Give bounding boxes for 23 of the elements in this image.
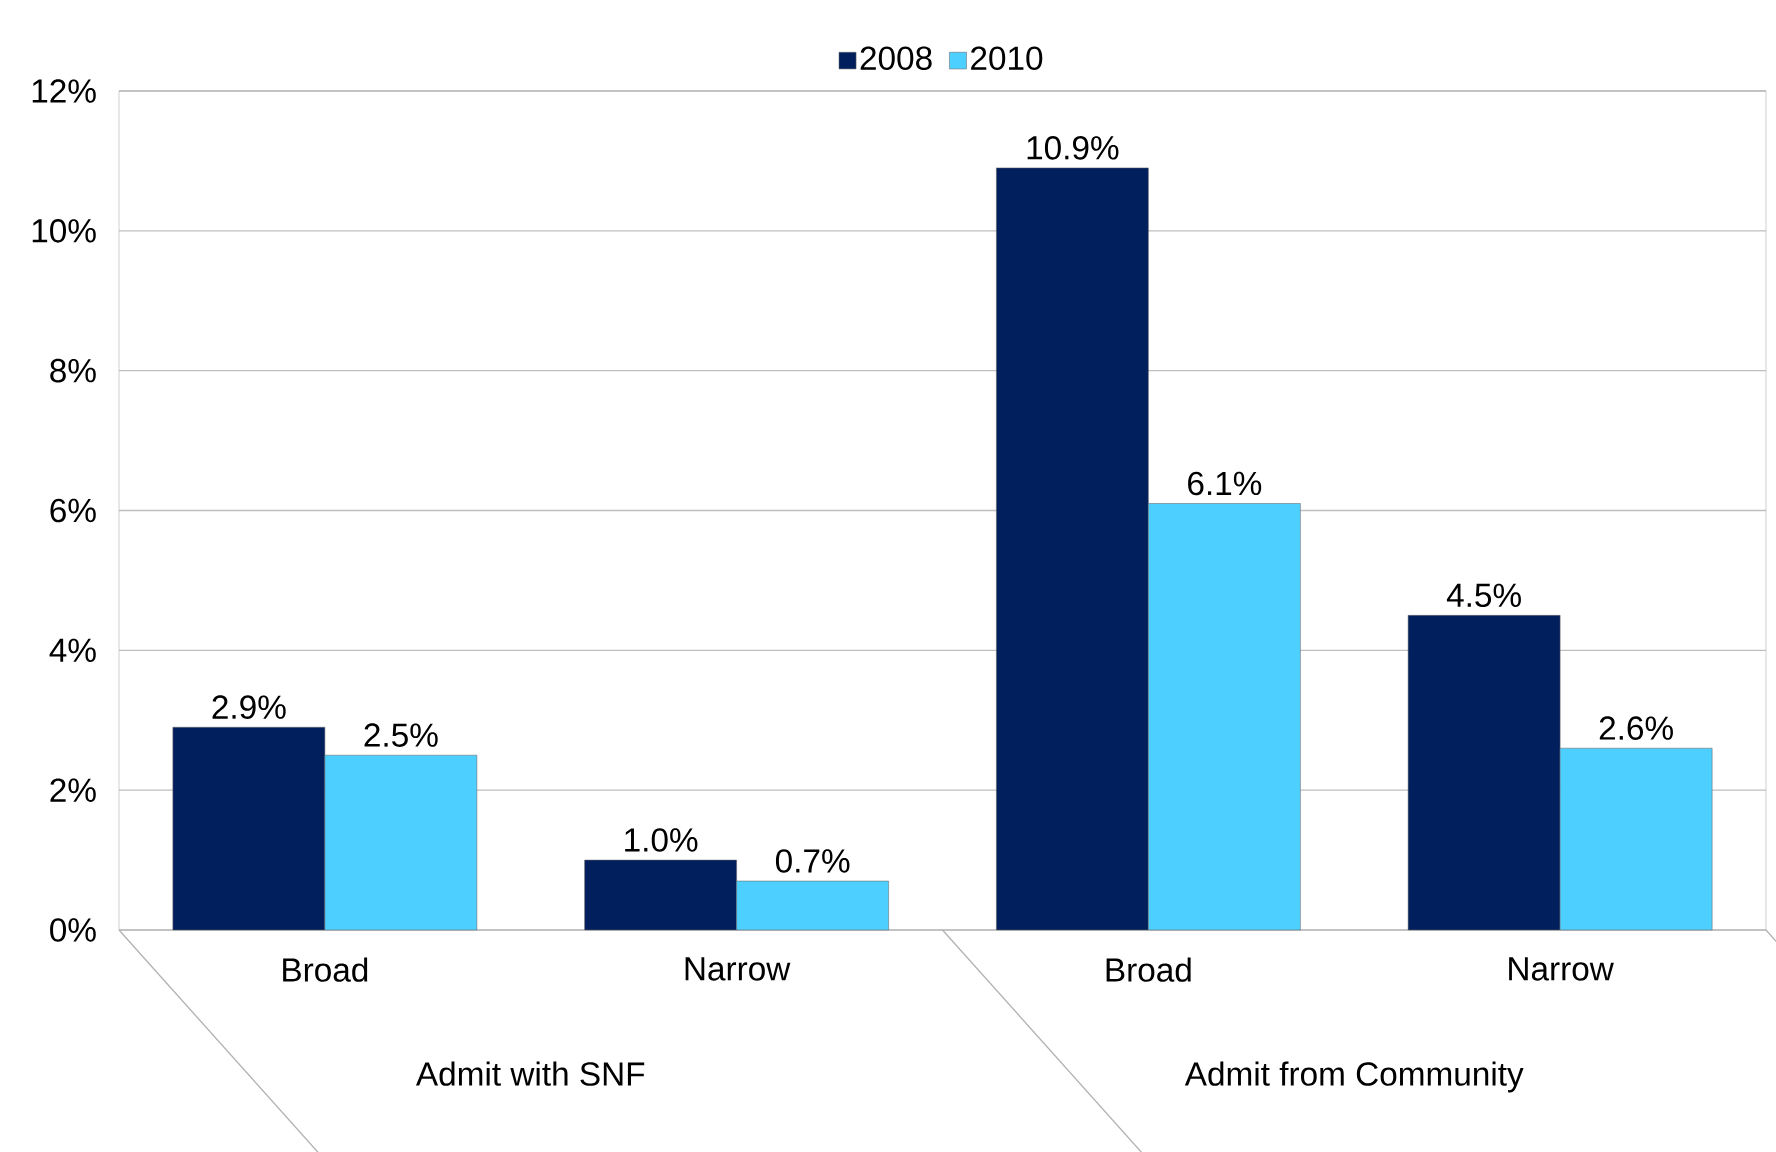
text: Admit from Community [1184,1061,1524,1093]
data-label: 1.0% [625,828,698,852]
legend-label: 2010 [971,46,1043,71]
y-tick-label: 8% [50,358,96,383]
legend-label: 2008 [860,46,932,71]
y-tick-label: 10% [32,219,96,243]
data-label: 0.7% [775,849,850,873]
x-tick-label: Broad [283,957,368,982]
y-tick-label: 12% [32,79,96,103]
y-tick-label: 2% [50,778,96,802]
x-tick-label: Broad [1106,957,1191,982]
data-label: 4.5% [1446,583,1521,608]
text: Admit with SNF [415,1061,645,1086]
data-label: 6.1% [1188,471,1262,496]
data-label: 2.6% [1599,716,1673,740]
y-tick-label: 0% [50,918,96,942]
x-tick-label: Narrow [1509,957,1614,981]
y-tick-label: 4% [49,638,96,662]
data-label: 10.9% [1027,136,1119,160]
y-tick-label: 6% [50,498,96,523]
x-tick-label: Narrow [685,957,791,981]
data-label: 2.5% [364,723,438,747]
data-label: 2.9% [212,695,286,719]
